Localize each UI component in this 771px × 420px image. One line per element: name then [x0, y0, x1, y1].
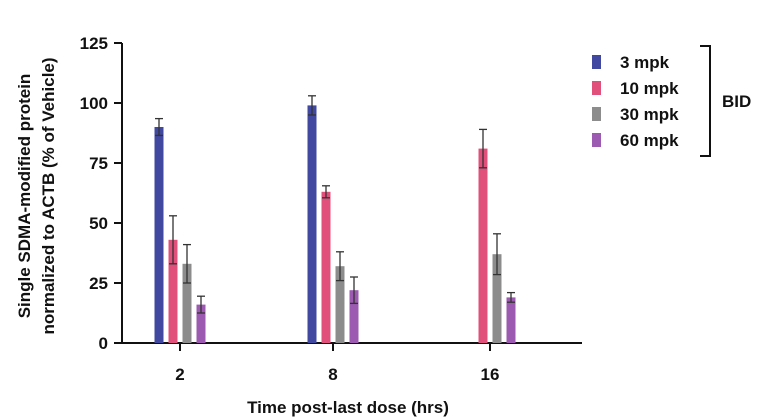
legend-label: 3 mpk [620, 53, 670, 72]
y-tick-label: 0 [99, 334, 108, 353]
x-axis-title: Time post-last dose (hrs) [247, 398, 449, 417]
legend-label: 10 mpk [620, 79, 679, 98]
bars [154, 95, 516, 344]
bar [335, 266, 345, 343]
bar [168, 239, 178, 343]
x-tick-label: 16 [481, 365, 500, 384]
x-tick-label: 2 [175, 365, 184, 384]
legend-label: 60 mpk [620, 131, 679, 150]
y-tick-label: 125 [80, 34, 108, 53]
legend-swatch [592, 55, 601, 69]
x-tick-label: 8 [328, 365, 337, 384]
bar [478, 148, 488, 343]
legend-swatch [592, 107, 601, 121]
bar [154, 127, 164, 343]
legend-group-label: BID [722, 92, 751, 111]
y-tick-label: 25 [89, 274, 108, 293]
y-axis-title-line1: Single SDMA-modified protein [15, 74, 34, 319]
legend-swatch [592, 81, 601, 95]
bar [182, 263, 192, 343]
bar [307, 105, 317, 344]
bar [492, 254, 502, 343]
y-axis-title-line2: normalized to ACTB (% of Vehicle) [39, 57, 58, 334]
y-tick-label: 50 [89, 214, 108, 233]
legend-label: 30 mpk [620, 105, 679, 124]
legend: 3 mpk 10 mpk 30 mpk 60 mpk BID [592, 45, 751, 157]
bar [349, 290, 359, 343]
legend-bracket [700, 45, 711, 157]
bar [321, 191, 331, 343]
legend-swatch [592, 133, 601, 147]
bar [506, 297, 516, 343]
bar [196, 304, 206, 343]
y-tick-label: 100 [80, 94, 108, 113]
y-tick-label: 75 [89, 154, 108, 173]
